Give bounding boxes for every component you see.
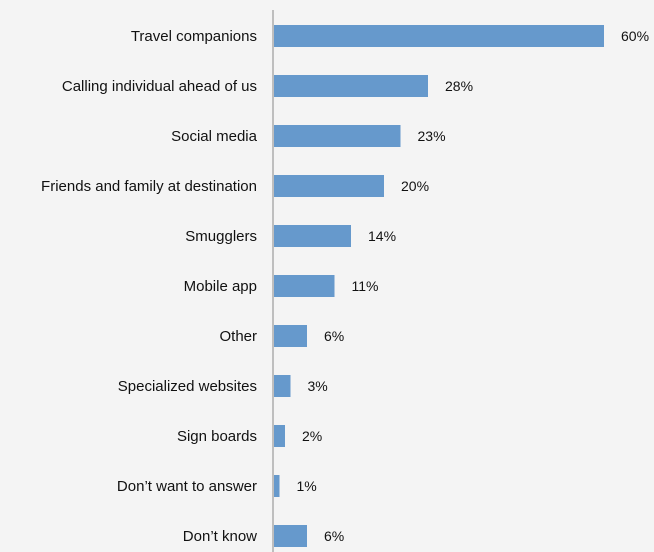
value-label: 11% <box>352 278 379 294</box>
category-label: Smugglers <box>185 228 257 245</box>
value-label: 14% <box>368 228 396 244</box>
bar <box>274 125 401 147</box>
category-label: Specialized websites <box>118 378 257 395</box>
value-label: 60% <box>621 28 649 44</box>
category-label: Other <box>219 328 257 345</box>
category-label-group: Travel companions Calling individual ahea… <box>41 28 258 545</box>
category-label: Don’t know <box>183 528 257 545</box>
bar <box>274 175 384 197</box>
category-label: Friends and family at destination <box>41 178 257 195</box>
value-label: 23% <box>418 128 446 144</box>
bar <box>274 275 335 297</box>
category-label: Mobile app <box>184 278 257 295</box>
bar <box>274 25 604 47</box>
value-label: 2% <box>302 428 322 444</box>
bar <box>274 375 291 397</box>
value-label: 20% <box>401 178 429 194</box>
category-label: Sign boards <box>177 428 257 445</box>
bar <box>274 475 280 497</box>
value-label: 28% <box>445 78 473 94</box>
value-label: 1% <box>297 478 317 494</box>
category-label: Travel companions <box>131 28 257 45</box>
category-label: Calling individual ahead of us <box>62 78 257 95</box>
bar <box>274 325 307 347</box>
value-label-group: 60% 28% 23% 20% 14% 11% 6% 3% 2% 1% 6% <box>297 28 650 544</box>
bar <box>274 425 285 447</box>
bar <box>274 525 307 547</box>
category-label: Social media <box>171 128 258 145</box>
value-label: 6% <box>324 328 344 344</box>
bar-group <box>274 25 604 547</box>
category-label: Don’t want to answer <box>117 478 257 495</box>
value-label: 6% <box>324 528 344 544</box>
value-label: 3% <box>308 378 328 394</box>
bar <box>274 225 351 247</box>
bar <box>274 75 428 97</box>
